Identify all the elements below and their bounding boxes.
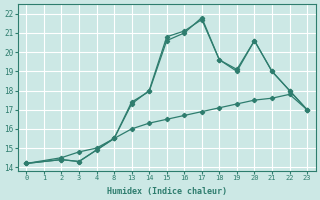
X-axis label: Humidex (Indice chaleur): Humidex (Indice chaleur) <box>107 187 227 196</box>
